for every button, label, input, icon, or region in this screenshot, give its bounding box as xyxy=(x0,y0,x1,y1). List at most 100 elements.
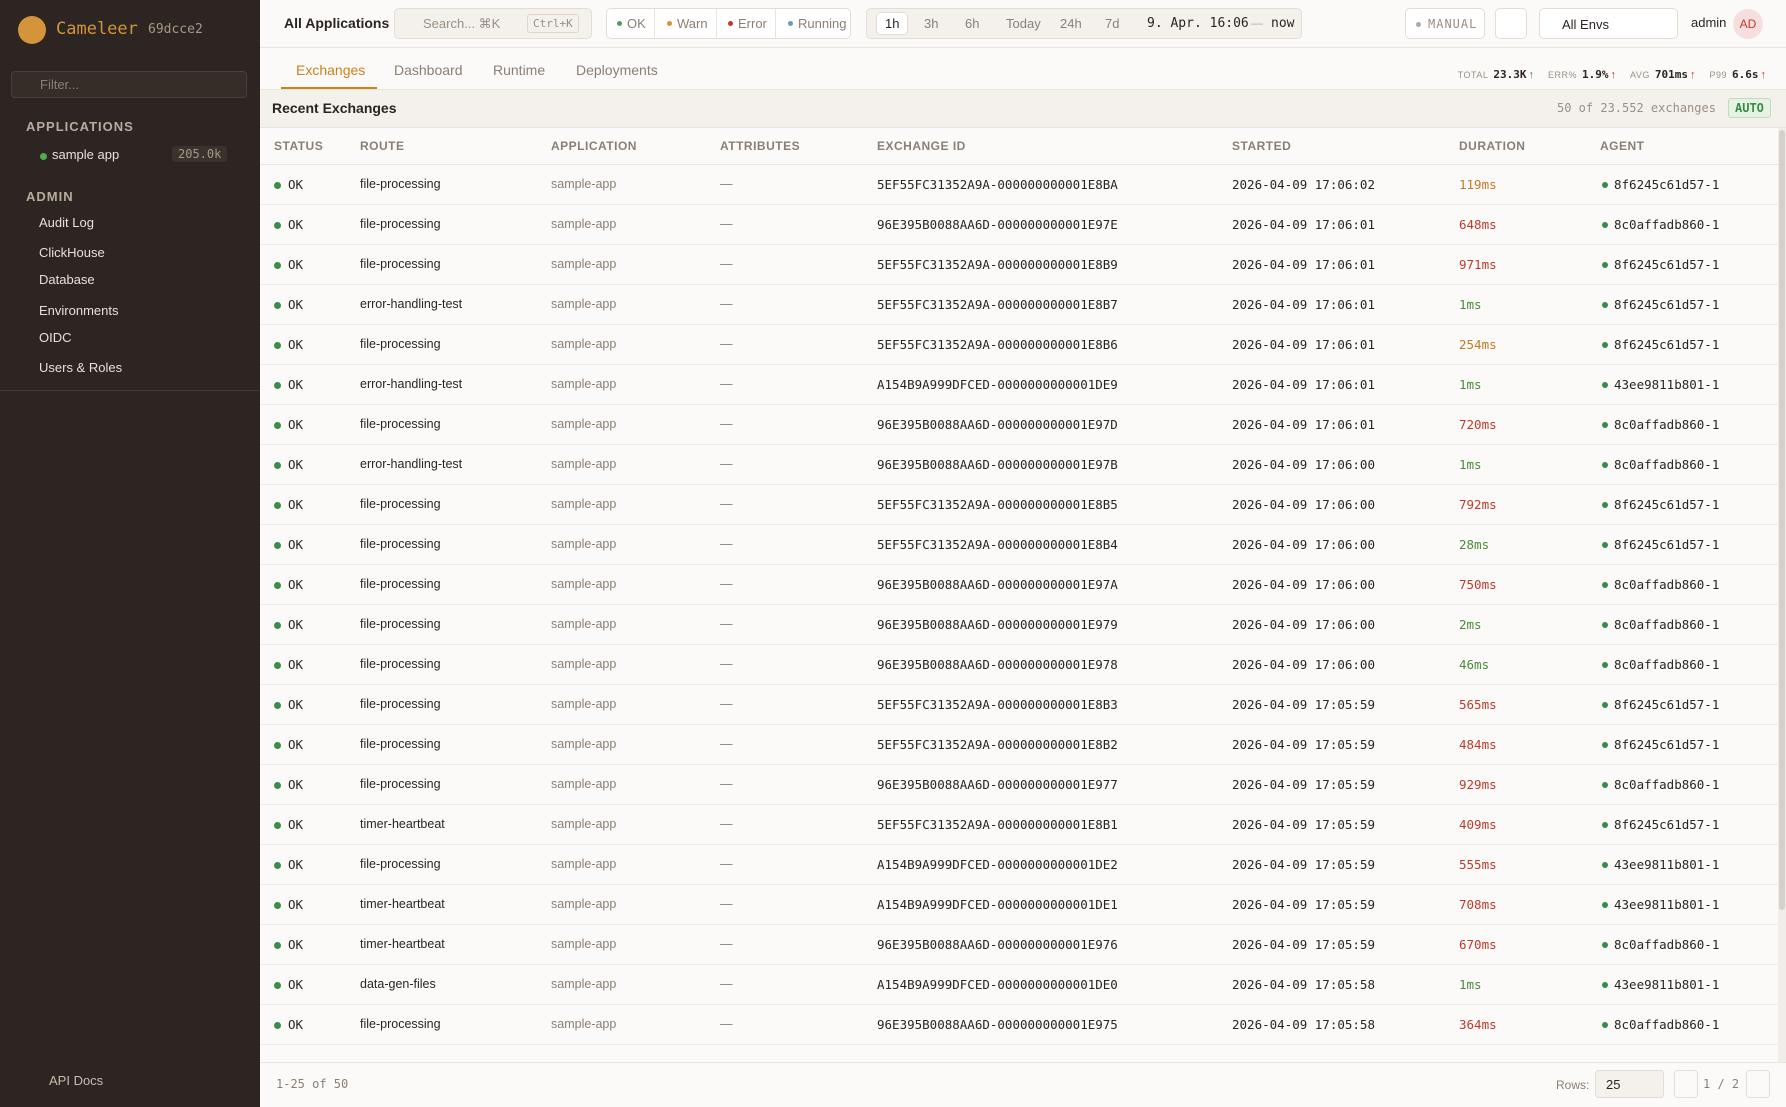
admin-link[interactable]: Users & Roles xyxy=(39,360,123,375)
time-range[interactable]: 24h xyxy=(1060,16,1082,31)
admin-link[interactable]: Audit Log xyxy=(39,215,94,230)
status-filter[interactable]: Warn xyxy=(657,9,717,38)
exchange-id: 96E395B0088AA6D-000000000001E97B xyxy=(877,457,1118,472)
route: file-processing xyxy=(360,697,441,711)
agent-dot xyxy=(1602,222,1608,228)
column-header[interactable]: EXCHANGE ID xyxy=(877,139,966,153)
time-range[interactable]: 1h xyxy=(877,13,908,34)
admin-link[interactable]: Database xyxy=(39,272,95,287)
table-row[interactable]: OK file-processing sample-app — 96E395B0088A… xyxy=(260,645,1778,685)
application: sample-app xyxy=(551,337,617,351)
agent: 43ee9811b801-1 xyxy=(1614,897,1720,912)
tab[interactable]: Deployments xyxy=(576,62,658,78)
attributes: — xyxy=(720,497,733,511)
admin-link[interactable]: OIDC xyxy=(39,330,72,345)
env-select[interactable]: All Envs xyxy=(1539,8,1678,39)
table-row[interactable]: OK file-processing sample-app — 96E395B0088A… xyxy=(260,605,1778,645)
table-row[interactable]: OK file-processing sample-app — A154B9A999DF… xyxy=(260,845,1778,885)
filter-input[interactable]: Filter... xyxy=(11,71,247,98)
application: sample-app xyxy=(551,897,617,911)
mode-button[interactable]: MANUAL xyxy=(1405,8,1485,39)
app-item[interactable]: sample app 205.0k xyxy=(0,145,260,167)
duration: 929ms xyxy=(1459,777,1497,792)
status-dot xyxy=(274,422,281,429)
started: 2026-04-09 17:06:00 xyxy=(1232,657,1375,672)
tab[interactable]: Dashboard xyxy=(394,62,463,78)
column-header[interactable]: APPLICATION xyxy=(551,139,637,153)
table-row[interactable]: OK file-processing sample-app — 5EF55FC31352… xyxy=(260,525,1778,565)
attributes: — xyxy=(720,537,733,551)
route: error-handling-test xyxy=(360,457,463,471)
status-dot xyxy=(274,862,281,869)
rows-select[interactable]: 25 xyxy=(1595,1070,1664,1098)
table-row[interactable]: OK file-processing sample-app — 5EF55FC31352… xyxy=(260,325,1778,365)
tab[interactable]: Exchanges xyxy=(296,62,366,78)
admin-link[interactable]: Environments xyxy=(39,303,119,318)
attributes: — xyxy=(720,897,733,911)
table-row[interactable]: OK file-processing sample-app — 96E395B0088A… xyxy=(260,1005,1778,1045)
status-filter[interactable]: Error xyxy=(718,9,776,38)
mode-label: MANUAL xyxy=(1428,17,1478,31)
exchange-id: A154B9A999DFCED-0000000000001DE1 xyxy=(877,897,1118,912)
started: 2026-04-09 17:06:01 xyxy=(1232,377,1375,392)
theme-toggle[interactable] xyxy=(1495,8,1527,39)
column-header[interactable]: DURATION xyxy=(1459,139,1526,153)
range-start: 9. Apr. 16:06 xyxy=(1147,16,1249,31)
time-range[interactable]: 3h xyxy=(924,16,939,31)
table-row[interactable]: OK error-handling-test sample-app — A154B9A9… xyxy=(260,365,1778,405)
tab[interactable]: Runtime xyxy=(493,62,546,78)
status-filter-label: Warn xyxy=(677,16,708,31)
column-header[interactable]: ATTRIBUTES xyxy=(720,139,801,153)
avatar[interactable]: AD xyxy=(1733,9,1763,39)
duration: 254ms xyxy=(1459,337,1497,352)
table-row[interactable]: OK file-processing sample-app — 5EF55FC31352… xyxy=(260,245,1778,285)
route: file-processing xyxy=(360,737,441,751)
column-header[interactable]: ROUTE xyxy=(360,139,405,153)
status-dot xyxy=(788,21,793,26)
table-row[interactable]: OK file-processing sample-app — 5EF55FC31352… xyxy=(260,685,1778,725)
column-header[interactable]: STARTED xyxy=(1232,139,1292,153)
table-row[interactable]: OK file-processing sample-app — 96E395B0088A… xyxy=(260,765,1778,805)
time-range[interactable]: Today xyxy=(1006,16,1041,31)
table-row[interactable]: OK data-gen-files sample-app — A154B9A999DFC… xyxy=(260,965,1778,1005)
table-row[interactable]: OK timer-heartbeat sample-app — A154B9A999DF… xyxy=(260,885,1778,925)
kpi-label: TOTAL xyxy=(1457,70,1489,80)
page-range: 1-25 of 50 xyxy=(276,1077,349,1091)
column-header[interactable]: STATUS xyxy=(274,139,324,153)
status-filter[interactable]: OK xyxy=(607,9,655,38)
status-dot xyxy=(274,782,281,789)
table-row[interactable]: OK file-processing sample-app — 96E395B0088A… xyxy=(260,405,1778,445)
column-header[interactable]: AGENT xyxy=(1600,139,1645,153)
table-row[interactable]: OK error-handling-test sample-app — 5EF55FC3… xyxy=(260,285,1778,325)
table-row[interactable]: OK file-processing sample-app — 5EF55FC31352… xyxy=(260,725,1778,765)
time-range[interactable]: 6h xyxy=(965,16,980,31)
attributes: — xyxy=(720,417,733,431)
status: OK xyxy=(288,377,304,392)
footer-link[interactable]: API Docs xyxy=(49,1073,104,1088)
admin-link[interactable]: ClickHouse xyxy=(39,245,105,260)
application: sample-app xyxy=(551,217,617,231)
exchange-id: 5EF55FC31352A9A-000000000001E8B4 xyxy=(877,537,1118,552)
status-dot xyxy=(274,302,281,309)
prev-button[interactable] xyxy=(1674,1070,1698,1098)
range-end: now xyxy=(1271,16,1295,31)
started: 2026-04-09 17:06:01 xyxy=(1232,337,1375,352)
table-row[interactable]: OK timer-heartbeat sample-app — 96E395B0088A… xyxy=(260,925,1778,965)
exchange-id: 5EF55FC31352A9A-000000000001E8B6 xyxy=(877,337,1118,352)
table-row[interactable]: OK error-handling-test sample-app — 96E395B0… xyxy=(260,445,1778,485)
status-filter[interactable]: Running xyxy=(778,9,854,38)
section-heading: ADMIN xyxy=(26,189,74,204)
auto-badge[interactable]: AUTO xyxy=(1728,98,1771,118)
table-row[interactable]: OK timer-heartbeat sample-app — 5EF55FC31352… xyxy=(260,805,1778,845)
table-row[interactable]: OK file-processing sample-app — 96E395B0088A… xyxy=(260,205,1778,245)
next-button[interactable] xyxy=(1746,1070,1770,1098)
time-range[interactable]: 7d xyxy=(1105,16,1120,31)
table-row[interactable]: OK file-processing sample-app — 5EF55FC31352… xyxy=(260,485,1778,525)
agent-dot xyxy=(1602,662,1608,668)
table-row[interactable]: OK file-processing sample-app — 5EF55FC31352… xyxy=(260,165,1778,205)
search-box[interactable]: Search... ⌘K Ctrl+K xyxy=(394,8,592,39)
agent: 8c0affadb860-1 xyxy=(1614,417,1720,432)
route: file-processing xyxy=(360,617,441,631)
status-dot xyxy=(274,662,281,669)
table-row[interactable]: OK file-processing sample-app — 96E395B0088A… xyxy=(260,565,1778,605)
